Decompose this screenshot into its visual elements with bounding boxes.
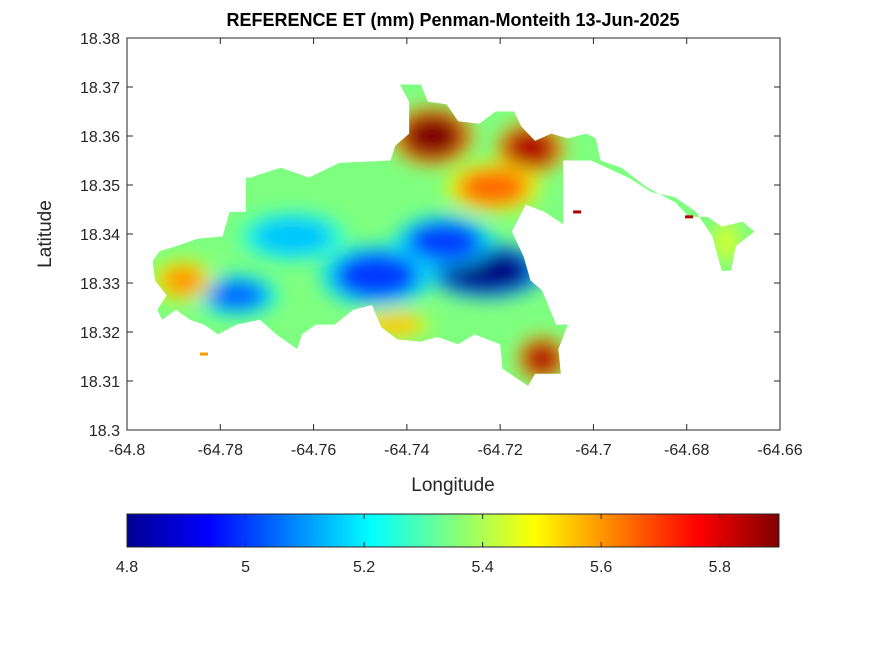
y-tick-label: 18.32: [80, 325, 120, 342]
y-tick-label: 18.36: [80, 129, 120, 146]
field-zone: [716, 224, 737, 259]
field-zone: [504, 128, 557, 168]
field-zone: [160, 264, 206, 297]
field-islet: [573, 210, 582, 214]
y-tick-label: 18.34: [80, 227, 120, 244]
field-islet: [685, 215, 694, 219]
x-axis-label: Longitude: [411, 475, 494, 496]
chart-title: REFERENCE ET (mm) Penman-Monteith 13-Jun…: [226, 10, 679, 30]
y-tick-label: 18.35: [80, 178, 120, 195]
x-tick-label: -64.78: [198, 442, 243, 459]
colorbar-tick-label: 5.2: [353, 559, 375, 576]
colorbar-tick-label: 4.8: [116, 559, 138, 576]
x-tick-label: -64.66: [757, 442, 802, 459]
x-tick-label: -64.8: [109, 442, 146, 459]
y-tick-label: 18.38: [80, 31, 120, 48]
y-tick-label: 18.37: [80, 80, 120, 97]
field-zone: [334, 252, 419, 300]
x-tick-label: -64.76: [291, 442, 336, 459]
et-field: [152, 84, 755, 386]
colorbar-tick-label: 5.6: [590, 559, 612, 576]
field-clipped: [152, 106, 741, 383]
field-zone: [252, 217, 333, 256]
colorbar-tick-label: 5: [241, 559, 250, 576]
x-axis: -64.8 -64.78 -64.76 -64.74 -64.72 -64.7 -64.68…: [109, 38, 803, 459]
colorbar-tick-label: 5.8: [709, 559, 731, 576]
x-tick-label: -64.74: [384, 442, 429, 459]
field-zone: [458, 168, 529, 207]
y-axis: 18.3 18.31 18.32 18.33 18.34 18.35 18.36 18.37 1…: [80, 31, 780, 440]
colorbar-tick-label: 5.4: [472, 559, 494, 576]
field-zone: [406, 221, 482, 261]
y-axis-label: Latitude: [35, 200, 56, 268]
y-tick-label: 18.31: [80, 374, 120, 391]
x-tick-label: -64.68: [664, 442, 709, 459]
colorbar: [126, 513, 780, 548]
colorbar-ticks: 4.8 5 5.2 5.4 5.6 5.8: [116, 514, 731, 576]
field-islet: [199, 352, 208, 356]
field-zone: [523, 341, 561, 377]
field-zone: [402, 113, 463, 159]
y-tick-label: 18.33: [80, 276, 120, 293]
field-smoothing: [152, 106, 741, 383]
x-tick-label: -64.72: [477, 442, 522, 459]
y-tick-label: 18.3: [89, 423, 120, 440]
x-tick-label: -64.7: [575, 442, 612, 459]
field-zone: [206, 279, 267, 311]
